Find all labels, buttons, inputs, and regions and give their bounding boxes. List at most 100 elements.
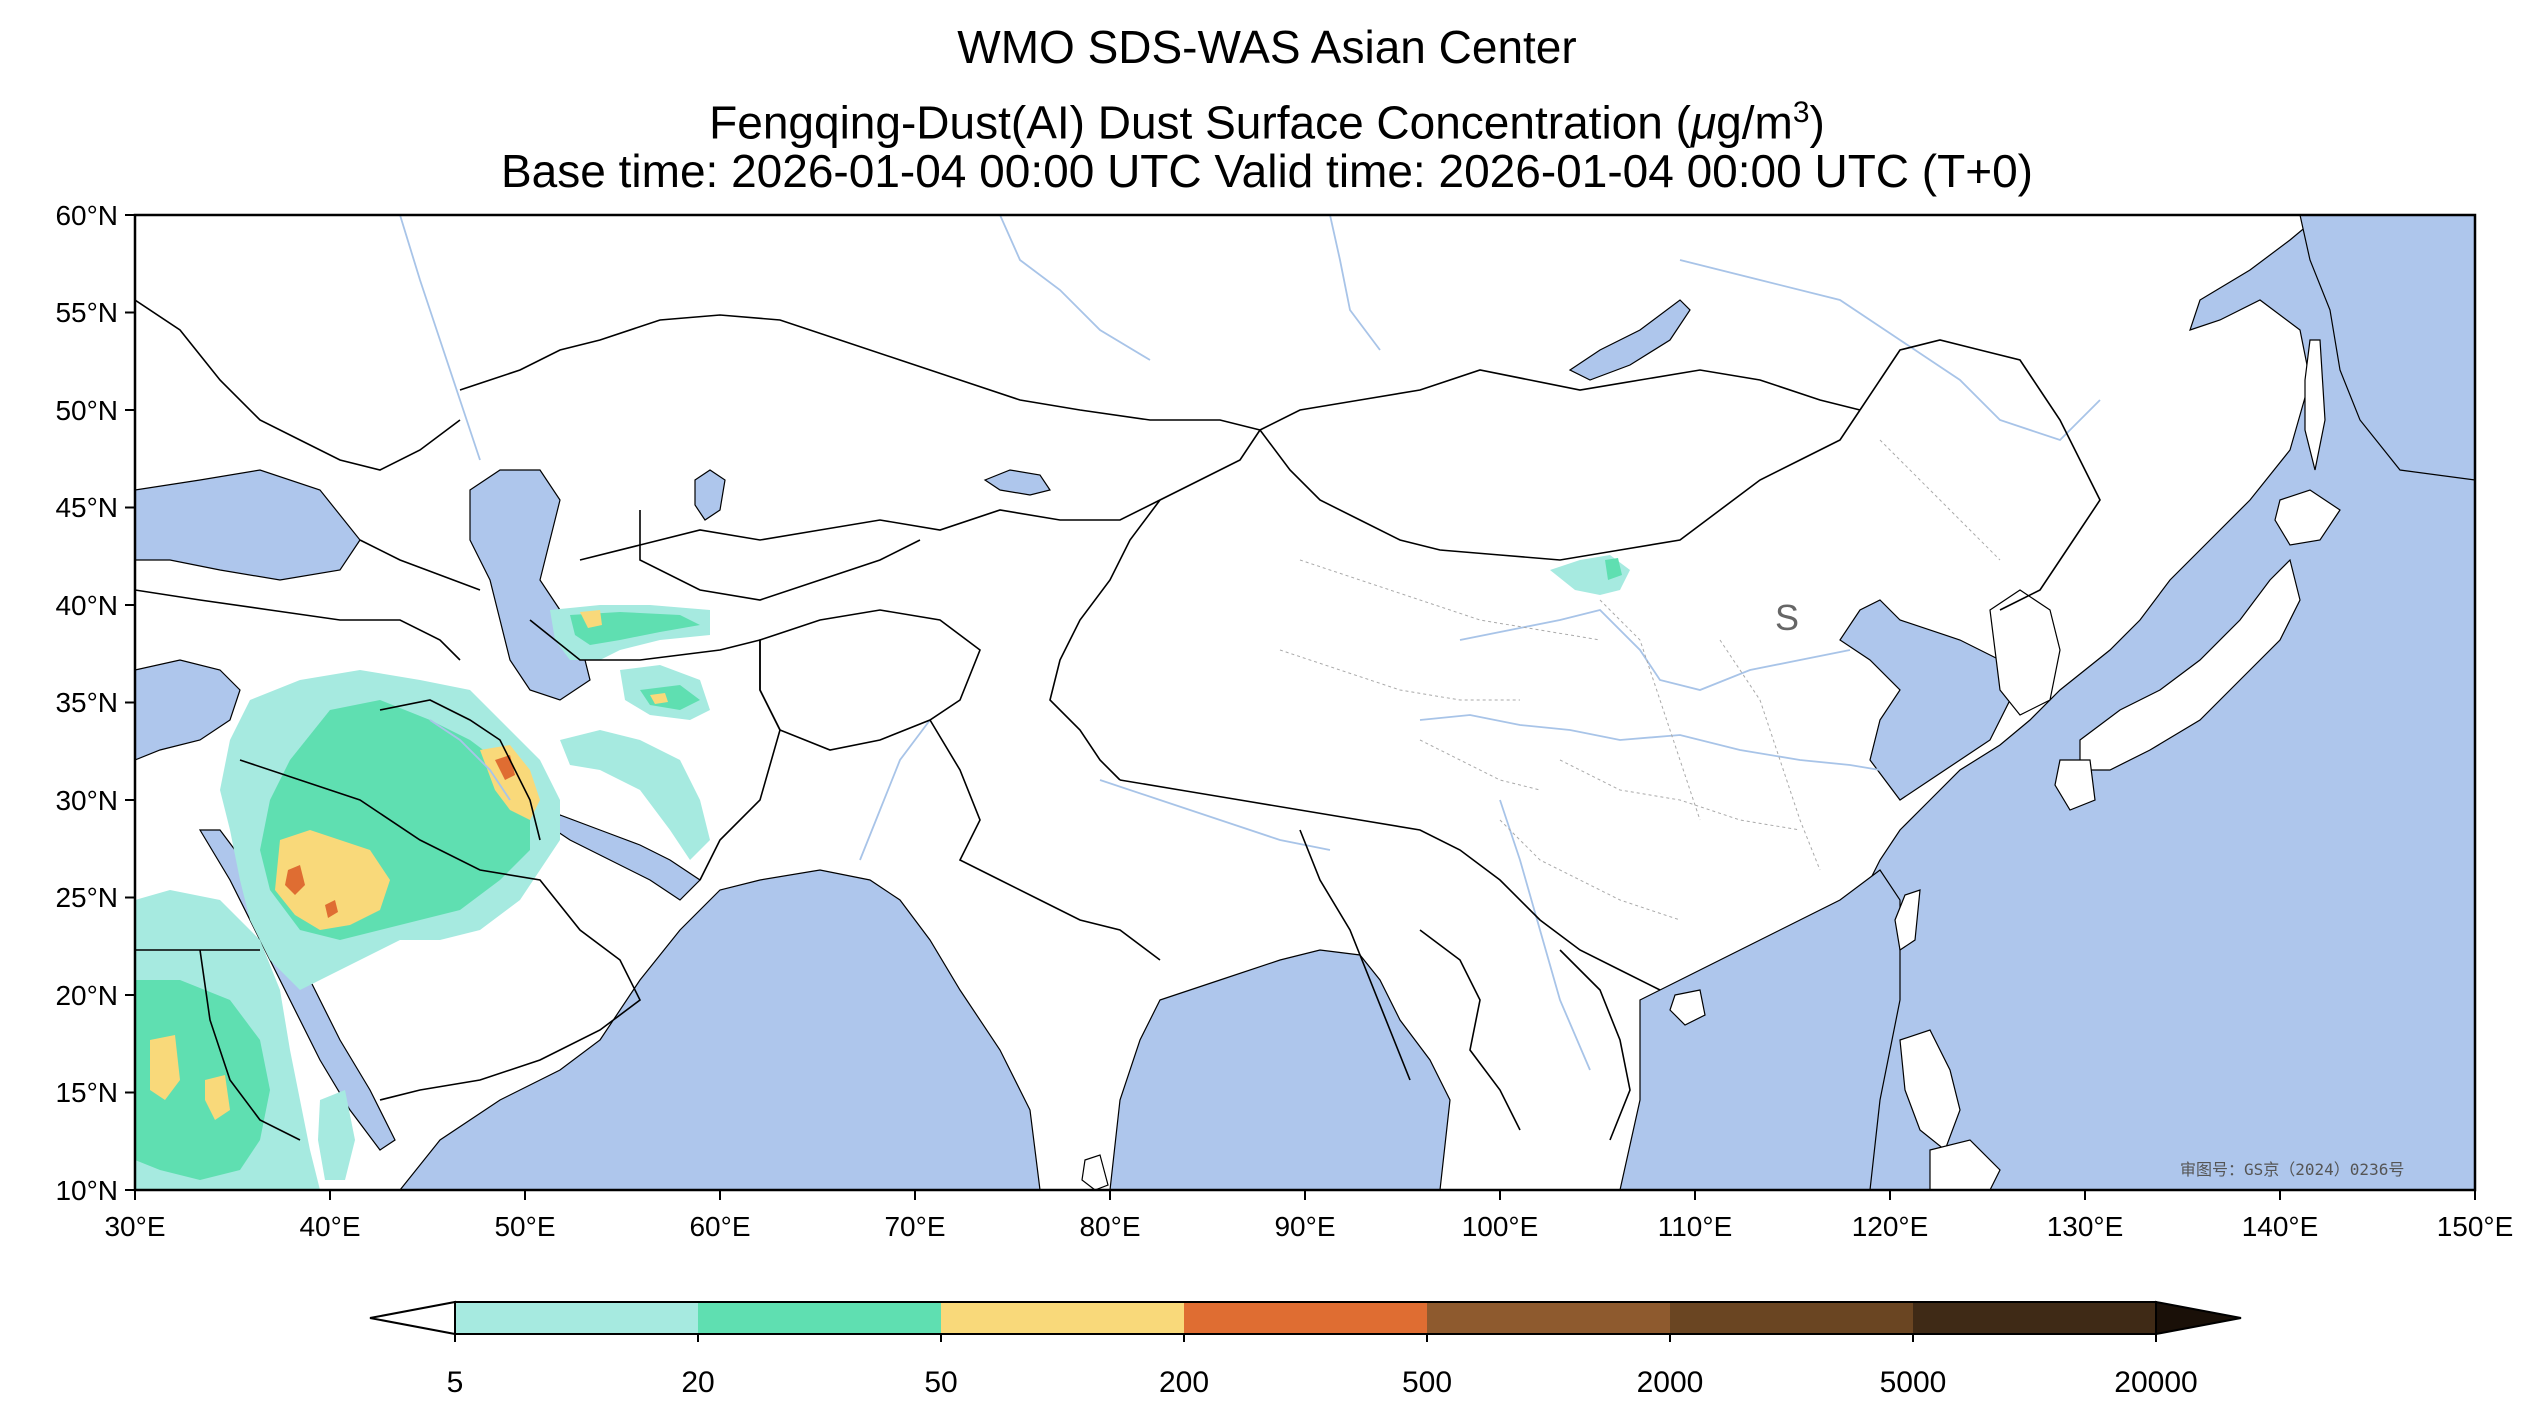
south-china-sea: [1619, 869, 1901, 1190]
lon-tick-120: 120°E: [1852, 1190, 1929, 1242]
colorbar-bin-5: [1427, 1302, 1670, 1334]
japan-kyushu: [2054, 759, 2096, 811]
lat-tick-30: 30°N: [55, 785, 135, 816]
lon-tick-150: 150°E: [2437, 1190, 2514, 1242]
border-uzbekistan: [639, 510, 921, 601]
lat-tick-label: 35°N: [55, 687, 118, 718]
border-vietnam: [1559, 949, 1631, 1141]
lon-tick-label: 40°E: [299, 1211, 360, 1242]
title-line-2: Fengqing-Dust(AI) Dust Surface Concentra…: [0, 86, 2534, 149]
lon-tick-130: 130°E: [2047, 1190, 2123, 1242]
colorbar-label: 200: [1159, 1366, 1209, 1399]
bay-of-bengal: [1109, 949, 1451, 1190]
lat-tick-label: 50°N: [55, 395, 118, 426]
aral-sea: [694, 469, 726, 521]
river-ganges: [1099, 779, 1331, 851]
prov-1: [1299, 559, 1601, 641]
lat-tick-15: 15°N: [55, 1077, 135, 1108]
lon-tick-label: 140°E: [2242, 1211, 2319, 1242]
lon-tick-label: 60°E: [689, 1211, 750, 1242]
border-russia-kazakhstan: [459, 314, 1261, 431]
lake-baikal: [1568, 299, 1691, 381]
hainan: [1669, 989, 1706, 1026]
border-china-northeast: [1859, 339, 2101, 611]
colorbar-ticks: [454, 1334, 2157, 1342]
lake-balkhash: [983, 469, 1051, 496]
dust-turkmen-20: [570, 612, 700, 645]
river-yenisei: [1329, 215, 1381, 351]
dust-somalia-5: [318, 1090, 355, 1180]
river-yangtze: [1419, 714, 1881, 771]
lon-tick-30: 30°E: [104, 1190, 166, 1242]
map-watermark: 审图号：GS京（2024）0236号: [2180, 1160, 2404, 1179]
philippines-south: [1929, 1139, 2001, 1190]
border-thailand: [1419, 929, 1521, 1131]
river-tigris: [429, 719, 511, 801]
river-ob: [999, 215, 1151, 361]
border-iran: [529, 619, 781, 881]
dust-iran-5b: [560, 730, 710, 860]
lat-tick-40: 40°N: [55, 590, 135, 621]
colorbar-bin-2: [698, 1302, 941, 1334]
colorbar-bin-4: [1184, 1302, 1427, 1334]
border-myanmar: [1299, 829, 1411, 1081]
colorbar-label: 5000: [1880, 1366, 1947, 1399]
lon-tick-140: 140°E: [2242, 1190, 2319, 1242]
border-turkey: [135, 589, 461, 661]
border-india: [929, 719, 1161, 961]
lat-tick-label: 45°N: [55, 492, 118, 523]
colorbar-label: 500: [1402, 1366, 1452, 1399]
dust-inner-mongolia-20: [1605, 558, 1622, 580]
colorbar-label: 20000: [2114, 1366, 2197, 1399]
lon-tick-80: 80°E: [1079, 1190, 1141, 1242]
colorbar-bin-1: [455, 1302, 698, 1334]
lat-tick-label: 60°N: [55, 200, 118, 231]
border-china-south: [1119, 779, 1661, 991]
border-mongolia-russia: [1259, 369, 1861, 431]
river-amur: [1679, 259, 2101, 442]
colorbar: 5 20 50 200 500 2000 5000 20000: [369, 1300, 2242, 1399]
river-volga: [399, 215, 481, 461]
lat-tick-10: 10°N: [55, 1175, 135, 1206]
colorbar-label: 5: [447, 1366, 464, 1399]
lon-tick-50: 50°E: [494, 1190, 556, 1242]
prov-4: [1719, 639, 1821, 871]
border-europe: [135, 299, 461, 471]
title-unit: g/m: [1716, 96, 1793, 149]
japan-hokkaido: [2274, 489, 2341, 546]
lat-axis: 60°N 55°N 50°N 45°N 40°N 35°N 30°N 25°N …: [55, 200, 135, 1206]
lon-tick-label: 50°E: [494, 1211, 555, 1242]
lat-tick-55: 55°N: [55, 297, 135, 328]
lon-tick-label: 80°E: [1079, 1211, 1140, 1242]
lat-tick-60: 60°N: [55, 200, 135, 231]
lat-tick-label: 40°N: [55, 590, 118, 621]
lon-axis: 30°E 40°E 50°E 60°E 70°E 80°E 90°E 100°E…: [104, 1190, 2513, 1242]
dust-turkmen-50: [580, 610, 602, 628]
prov-2: [1279, 649, 1520, 701]
province-borders: [1279, 439, 2001, 921]
lon-tick-label: 150°E: [2437, 1211, 2514, 1242]
lat-tick-25: 25°N: [55, 882, 135, 913]
border-arabia: [239, 759, 642, 1101]
korea-peninsula: [1989, 589, 2061, 716]
black-sea: [135, 469, 361, 581]
sea-of-okhotsk: [2299, 215, 2475, 481]
lon-tick-label: 100°E: [1462, 1211, 1539, 1242]
colorbar-label: 2000: [1637, 1366, 1704, 1399]
water-bodies: [135, 215, 2475, 1190]
country-borders: [135, 299, 2101, 1141]
border-kazakhstan-south: [579, 429, 1261, 561]
prov-7: [1879, 439, 2001, 561]
dust-arabia-200: [285, 865, 305, 895]
lon-tick-label: 110°E: [1658, 1211, 1733, 1242]
lat-tick-35: 35°N: [55, 687, 135, 718]
river-indus: [859, 719, 931, 861]
lon-tick-60: 60°E: [689, 1190, 751, 1242]
lat-tick-50: 50°N: [55, 395, 135, 426]
title-line-2-text: Fengqing-Dust(AI) Dust Surface Concentra…: [709, 96, 1691, 149]
lon-tick-label: 120°E: [1852, 1211, 1929, 1242]
river-mekong: [1499, 799, 1591, 1071]
border-iraq: [379, 699, 541, 841]
title-unit-superscript: 3: [1792, 96, 1810, 129]
dust-africa-50b: [205, 1075, 230, 1120]
